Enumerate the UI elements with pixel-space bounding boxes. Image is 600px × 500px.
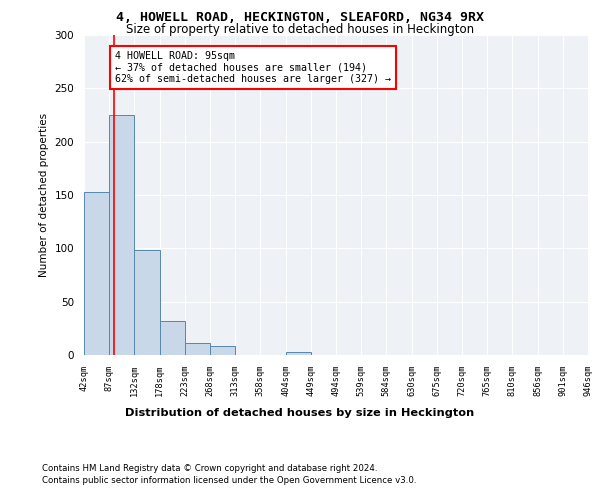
Bar [160,321,185,355]
Text: 4 HOWELL ROAD: 95sqm
← 37% of detached houses are smaller (194)
62% of semi-deta: 4 HOWELL ROAD: 95sqm ← 37% of detached h… [115,51,391,84]
Bar [134,250,160,355]
Y-axis label: Number of detached properties: Number of detached properties [39,113,49,277]
Text: 4, HOWELL ROAD, HECKINGTON, SLEAFORD, NG34 9RX: 4, HOWELL ROAD, HECKINGTON, SLEAFORD, NG… [116,11,484,24]
Bar [286,352,311,355]
Bar [84,192,109,355]
Text: Distribution of detached houses by size in Heckington: Distribution of detached houses by size … [125,408,475,418]
Bar [210,346,235,355]
Bar [109,115,134,355]
Bar [185,344,210,355]
Text: Contains HM Land Registry data © Crown copyright and database right 2024.: Contains HM Land Registry data © Crown c… [42,464,377,473]
Text: Contains public sector information licensed under the Open Government Licence v3: Contains public sector information licen… [42,476,416,485]
Text: Size of property relative to detached houses in Heckington: Size of property relative to detached ho… [126,22,474,36]
